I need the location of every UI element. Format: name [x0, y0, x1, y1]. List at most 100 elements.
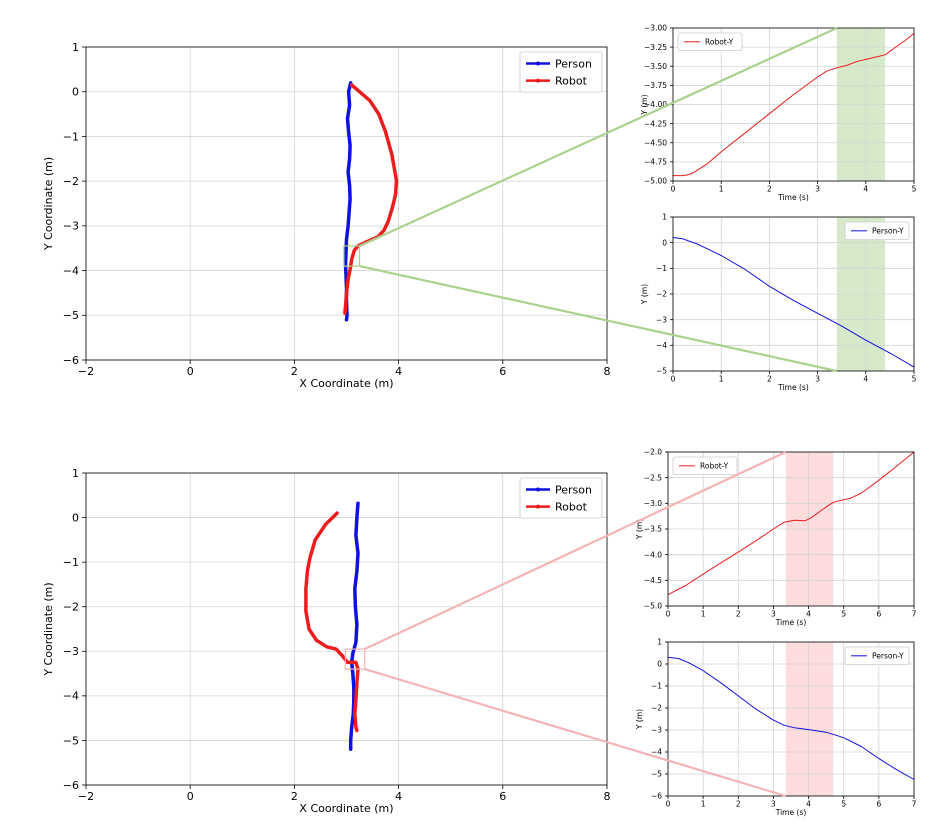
x-tick-label: 7	[912, 800, 917, 809]
y-tick-label: −6	[63, 354, 79, 367]
y-tick-label: −4.75	[644, 158, 667, 167]
x-tick-label: 4	[806, 800, 811, 809]
zoom-connector-lower	[359, 265, 838, 373]
y-tick-label: −3.0	[644, 499, 662, 508]
x-tick-label: 4	[395, 365, 402, 378]
panel-top-robot-y: 0 1 2 3 4 5 −5.00 −4.75 −4.50 −4.25 −4.00 −3.75 −3.5…	[640, 24, 917, 202]
legend-label-person: Person	[555, 483, 592, 496]
y-tick-label: 0	[657, 660, 662, 669]
y-tick-label: −2.5	[644, 473, 662, 482]
y-axis-label: Y (m)	[640, 94, 649, 115]
y-tick-label: −3.00	[644, 24, 667, 33]
y-tick-label: −2	[63, 601, 79, 614]
legend-marker-person	[536, 61, 540, 66]
highlight-band	[785, 642, 834, 796]
y-tick-label: −4.5	[644, 576, 662, 585]
x-tick-label: −2	[78, 365, 94, 378]
legend-box	[519, 51, 603, 93]
y-tick-label: −3	[63, 645, 79, 658]
y-tick-label: −4.00	[644, 100, 667, 109]
x-tick-label: 1	[701, 610, 706, 619]
x-tick-label: 6	[499, 790, 506, 803]
y-tick-label: −3	[63, 220, 79, 233]
legend-box	[519, 477, 603, 519]
y-tick-label: −5.0	[644, 602, 662, 611]
legend: Robot-Y	[677, 32, 743, 52]
legend-label-person-y: Person-Y	[872, 651, 904, 660]
zoom-connector-lower	[364, 668, 787, 798]
y-tick-label: −2	[656, 290, 667, 299]
axes-frame	[667, 641, 915, 797]
zoom-connectors	[364, 451, 787, 798]
y-tick-label: −5	[651, 770, 662, 779]
x-axis-label: Time (s)	[777, 383, 809, 392]
y-tick-label: −4	[63, 690, 79, 703]
legend: Person Robot	[519, 477, 603, 519]
y-axis-label: Y (m)	[635, 709, 644, 730]
y-tick-label: −2	[651, 704, 662, 713]
legend-label-robot: Robot	[555, 500, 588, 513]
x-tick-label: 0	[671, 185, 676, 194]
x-tick-label: 1	[719, 375, 724, 384]
zoom-connector-upper	[364, 451, 787, 651]
y-tick-label: −4.50	[644, 138, 667, 147]
y-tick-label: −4	[63, 264, 79, 277]
x-tick-label: 6	[876, 800, 881, 809]
axes-frame	[85, 472, 608, 786]
y-tick-label: −4	[656, 341, 667, 350]
x-tick-label: 1	[701, 800, 706, 809]
zoom-connector-upper	[359, 26, 838, 247]
legend-label-robot-y: Robot-Y	[700, 461, 729, 470]
y-tick-label: 1	[72, 41, 79, 54]
y-tick-label: 1	[72, 467, 79, 480]
legend: Robot-Y	[672, 456, 738, 476]
x-tick-label: 0	[666, 800, 671, 809]
x-tick-label: 7	[912, 610, 917, 619]
y-tick-label: −5.00	[644, 177, 667, 186]
series-line-robot-y	[672, 32, 915, 177]
x-tick-label: 0	[671, 375, 676, 384]
x-tick-label: 5	[912, 185, 917, 194]
y-tick-label: −2	[63, 175, 79, 188]
y-tick-label: −3	[651, 726, 662, 735]
y-tick-label: −3.25	[644, 43, 667, 52]
series-line-robot	[343, 83, 399, 315]
y-tick-label: −1	[63, 130, 79, 143]
legend-label-person: Person	[555, 57, 592, 70]
plot-area	[86, 473, 607, 785]
x-tick-label: 6	[499, 365, 506, 378]
y-tick-label: −4	[651, 748, 662, 757]
y-tick-label: −1	[656, 264, 667, 273]
legend-marker-robot	[536, 78, 540, 83]
x-tick-label: 2	[291, 790, 298, 803]
x-axis-label: X Coordinate (m)	[299, 802, 393, 815]
x-tick-label: 5	[912, 375, 917, 384]
y-tick-label: −6	[63, 779, 79, 792]
x-tick-label: 5	[841, 800, 846, 809]
x-tick-label: 2	[736, 800, 741, 809]
y-tick-label: −5	[63, 734, 79, 747]
series-line-person-y	[667, 656, 915, 780]
x-tick-label: 3	[815, 375, 820, 384]
y-tick-label: −3.50	[644, 62, 667, 71]
y-tick-label: −4.0	[644, 550, 662, 559]
y-tick-label: 0	[72, 511, 79, 524]
panel-bottom-person-y: 0 1 2 3 4 5 6 7 −6 −5 −4 −3 −2 −1 0 1 Time (s) Y (m) Perso…	[635, 638, 917, 817]
y-axis-label: Y (m)	[640, 284, 649, 305]
x-tick-label: 1	[719, 185, 724, 194]
legend-marker-robot	[536, 504, 540, 509]
legend-label-robot: Robot	[555, 74, 588, 87]
panel-bottom-robot-y: 0 1 2 3 4 5 6 7 −5.0 −4.5 −4.0 −3.5 −3.0 −2.5 −2.0 Time…	[635, 448, 917, 627]
y-tick-label: −2.0	[644, 448, 662, 457]
legend: Person Robot	[519, 51, 603, 93]
x-tick-label: 6	[876, 610, 881, 619]
x-axis-label: X Coordinate (m)	[299, 377, 393, 390]
series-line-person-y	[672, 237, 915, 368]
legend: Person-Y	[844, 646, 910, 666]
x-tick-label: 2	[767, 375, 772, 384]
y-tick-label: −5	[63, 309, 79, 322]
x-tick-label: 8	[604, 790, 611, 803]
series-line-robot-y	[667, 451, 915, 596]
legend-box	[677, 32, 743, 52]
y-tick-label: −3	[656, 315, 667, 324]
